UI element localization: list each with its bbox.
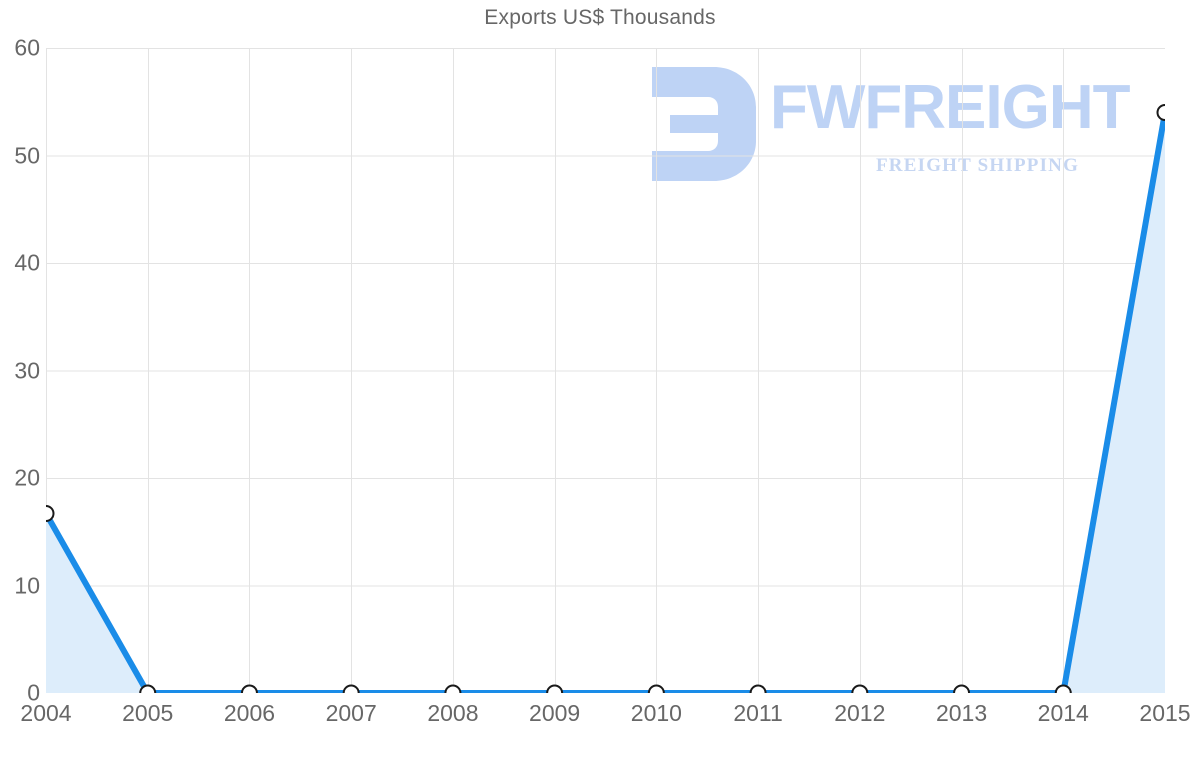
data-point-marker[interactable] [1156,104,1166,121]
x-axis-tick-label: 2005 [122,700,174,726]
data-point-marker[interactable] [342,684,360,694]
x-axis-tick-label: 2014 [1037,700,1089,726]
y-axis-tick-label: 30 [14,357,40,383]
x-axis-tick-label: 2009 [529,700,581,726]
x-axis-tick-label: 2007 [325,700,377,726]
data-point-marker[interactable] [444,684,462,694]
y-axis-tick-label: 60 [14,34,40,61]
y-axis-tick-label: 40 [14,249,40,276]
series-area-fill [46,112,1165,693]
y-axis-tick-label: 0 [27,679,40,706]
series-line [46,109,1165,693]
x-axis-tick-label: 2010 [630,700,682,726]
y-axis-tick-label: 10 [14,572,40,598]
data-point-marker[interactable] [647,684,665,694]
x-axis-tick-label: 2008 [427,700,479,726]
data-point-marker[interactable] [546,684,564,694]
y-axis-tick-label: 50 [14,142,40,168]
x-axis-tick-label: 2012 [834,700,886,726]
x-axis-tick-label: 2013 [935,700,988,726]
data-point-marker[interactable] [139,684,157,694]
data-point-marker[interactable] [46,504,55,522]
chart-plot [46,48,1165,693]
data-point-marker[interactable] [749,684,767,694]
data-point-marker[interactable] [240,684,258,694]
data-point-marker[interactable] [953,684,971,694]
chart-title: Exports US$ Thousands [484,6,716,29]
x-axis-tick-label: 2006 [223,700,276,726]
plot-area [46,48,1165,693]
data-point-marker[interactable] [851,684,869,694]
y-axis-tick-label: 20 [14,464,40,491]
x-axis-tick-label: 2015 [1139,700,1191,726]
data-point-marker[interactable] [1054,684,1072,694]
x-axis-tick-label: 2004 [20,700,72,726]
x-axis-tick-label: 2011 [733,700,783,726]
